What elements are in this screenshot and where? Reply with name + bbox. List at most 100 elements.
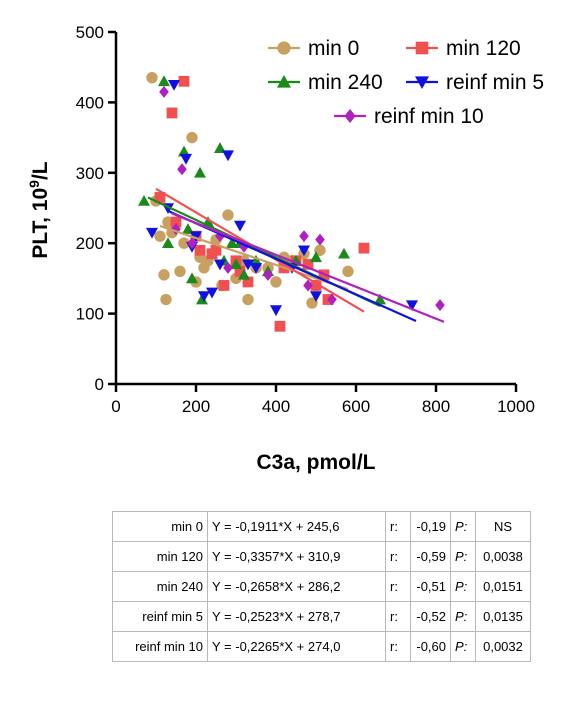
table-cell-r-label: r: — [385, 631, 411, 662]
table-cell-equation: Y = -0,2658*X + 286,2 — [207, 571, 386, 602]
data-point-diamond — [223, 261, 233, 274]
data-point-triangle-down — [214, 259, 226, 271]
data-point-triangle-down — [168, 80, 180, 91]
table-cell-r-label: r: — [385, 511, 411, 542]
data-point-square — [358, 242, 370, 254]
table-row: min 120 Y = -0,3357*X + 310,9 r: -0,59 P: 0,0… — [112, 541, 531, 572]
legend-marker-triangle-down — [415, 76, 429, 89]
x-tick-label: 400 — [262, 397, 290, 416]
table-cell-r: -0,59 — [410, 541, 451, 572]
data-point-triangle-down — [180, 153, 192, 165]
x-tick-label: 1000 — [497, 397, 535, 416]
legend-label: min 0 — [308, 37, 359, 60]
data-point-triangle — [158, 75, 170, 87]
data-point-diamond — [327, 293, 337, 306]
data-point-triangle-down — [242, 259, 254, 271]
data-point-triangle — [178, 145, 190, 157]
y-tick-label: 200 — [76, 234, 104, 253]
data-point-triangle — [250, 254, 262, 266]
data-point-triangle — [138, 194, 150, 206]
data-point-triangle-down — [222, 150, 234, 162]
table-cell-r: -0,60 — [410, 631, 451, 662]
table-cell-equation: Y = -0,1911*X + 245,6 — [207, 511, 386, 542]
data-point-triangle — [162, 237, 174, 248]
table-cell-p: 0,0135 — [475, 601, 531, 632]
table-cell-equation: Y = -0,3357*X + 310,9 — [207, 541, 386, 572]
data-point-triangle — [310, 251, 322, 263]
legend-marker-square — [415, 41, 429, 55]
table-cell-p-label: P: — [450, 601, 476, 632]
data-point-square — [310, 280, 322, 291]
x-tick-label: 200 — [182, 397, 210, 416]
data-point-circle — [342, 265, 354, 278]
table-cell-p-label: P: — [450, 571, 476, 602]
table-cell-p: 0,0151 — [475, 571, 531, 602]
data-point-circle — [178, 237, 190, 249]
data-point-triangle — [226, 237, 238, 248]
y-axis-title-unit: /L — [29, 161, 52, 180]
legend-marker-triangle — [277, 75, 291, 88]
data-point-diamond — [303, 279, 313, 292]
y-tick-label: 500 — [76, 23, 104, 42]
legend-label: min 240 — [308, 71, 383, 94]
data-point-triangle — [238, 268, 250, 280]
y-tick-label: 0 — [95, 375, 104, 394]
table-cell-equation: Y = -0,2265*X + 274,0 — [207, 631, 386, 662]
table-cell-r: -0,52 — [410, 601, 451, 632]
data-point-triangle — [230, 258, 242, 270]
table-cell-name: min 240 — [112, 571, 208, 602]
legend-label: min 120 — [446, 37, 521, 60]
data-point-square — [274, 320, 286, 332]
data-point-triangle-down — [250, 263, 262, 274]
data-point-circle — [242, 293, 254, 306]
regression-line — [171, 212, 445, 323]
data-point-circle — [174, 265, 186, 278]
regression-lines — [147, 187, 445, 323]
data-point-triangle-down — [206, 287, 218, 299]
data-point-triangle — [374, 293, 386, 305]
table-cell-p: 0,0038 — [475, 541, 531, 572]
data-point-square — [302, 258, 314, 270]
table-cell-r: -0,51 — [410, 571, 451, 602]
data-point-triangle — [338, 247, 350, 259]
table-cell-name: reinf min 10 — [112, 631, 208, 662]
data-point-triangle-down — [234, 220, 246, 232]
table-cell-p: NS — [475, 511, 531, 542]
data-point-circle — [186, 131, 198, 144]
data-point-triangle-down — [270, 305, 282, 317]
data-point-square — [154, 192, 166, 203]
scatter-chart: 0 200 400 600 800 1000 0 100 200 300 400 500 C3a, p… — [26, 23, 544, 474]
y-tick-label: 300 — [76, 164, 104, 183]
table-cell-p-label: P: — [450, 511, 476, 542]
y-axis-title-main: PLT, 10 — [29, 188, 52, 259]
table-cell-p: 0,0032 — [475, 631, 531, 662]
data-point-triangle — [194, 166, 206, 178]
legend: min 0 min 120 min 240 reinf min 5 reinf min … — [268, 37, 544, 128]
y-tick-label: 400 — [76, 93, 104, 112]
data-point-triangle-down — [198, 291, 210, 302]
data-point-triangle-down — [310, 291, 322, 302]
data-point-triangle — [214, 142, 226, 153]
data-point-diamond — [435, 299, 445, 312]
x-tick-label: 0 — [111, 397, 120, 416]
table-cell-r-label: r: — [385, 571, 411, 602]
table-cell-r-label: r: — [385, 601, 411, 632]
legend-marker-diamond — [344, 109, 356, 123]
data-point-circle — [154, 230, 166, 242]
x-tick-label: 800 — [422, 397, 450, 416]
table-cell-r: -0,19 — [410, 511, 451, 542]
table-row: min 240 Y = -0,2658*X + 286,2 r: -0,51 P: 0,0… — [112, 571, 531, 602]
data-point-circle — [270, 276, 282, 288]
data-point-circle — [146, 72, 158, 84]
data-point-triangle-down — [146, 227, 158, 239]
data-point-triangle — [196, 293, 208, 305]
data-point-circle — [222, 209, 234, 221]
legend-label: reinf min 5 — [446, 71, 544, 94]
y-axis-title: PLT, 109/L — [26, 161, 52, 258]
data-point-diamond — [159, 85, 169, 98]
data-point-diamond — [177, 163, 187, 176]
table-cell-name: reinf min 5 — [112, 601, 208, 632]
data-point-square — [234, 265, 246, 277]
